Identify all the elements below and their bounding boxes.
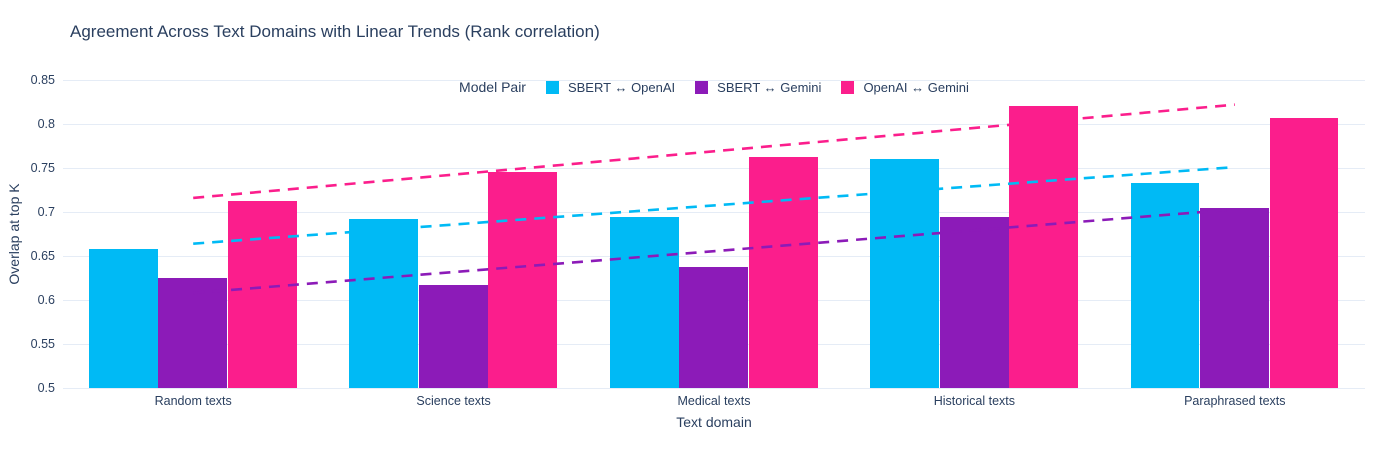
x-axis-title: Text domain bbox=[676, 414, 752, 430]
gridline bbox=[63, 167, 1365, 169]
gridline bbox=[63, 387, 1365, 389]
legend-item-openai-gemini[interactable]: OpenAI ↔ Gemini bbox=[841, 80, 969, 95]
y-tick-label: 0.55 bbox=[30, 337, 55, 351]
x-tick-label: Random texts bbox=[154, 394, 232, 408]
legend-item-sbert-gemini[interactable]: SBERT ↔ Gemini bbox=[695, 80, 821, 95]
bar-paraphrased-texts-series-0[interactable] bbox=[1130, 182, 1200, 388]
x-tick-label: Science texts bbox=[416, 394, 491, 408]
y-tick-label: 0.8 bbox=[37, 117, 55, 131]
bar-historical-texts-series-2[interactable] bbox=[1009, 106, 1078, 388]
bar-science-texts-series-0[interactable] bbox=[349, 219, 419, 388]
y-tick-label: 0.85 bbox=[30, 73, 55, 87]
legend: Model Pair SBERT ↔ OpenAI SBERT ↔ Gemini… bbox=[63, 76, 1365, 98]
legend-label-sbert-openai: SBERT ↔ OpenAI bbox=[567, 79, 676, 95]
chart-title: Agreement Across Text Domains with Linea… bbox=[70, 22, 600, 41]
x-tick-label: Paraphrased texts bbox=[1184, 394, 1286, 408]
bar-paraphrased-texts-series-2[interactable] bbox=[1269, 117, 1339, 388]
y-tick-label: 0.5 bbox=[37, 381, 55, 395]
legend-label-openai-gemini: OpenAI ↔ Gemini bbox=[863, 79, 969, 95]
bar-historical-texts-series-1[interactable] bbox=[939, 217, 1009, 388]
bar-random-texts-series-1[interactable] bbox=[158, 278, 228, 388]
y-tick-label: 0.7 bbox=[37, 205, 55, 219]
x-tick-label: Medical texts bbox=[677, 394, 751, 408]
y-tick-label: 0.6 bbox=[37, 293, 55, 307]
bar-paraphrased-texts-series-1[interactable] bbox=[1200, 207, 1269, 388]
trend-line-series-2 bbox=[193, 103, 1235, 200]
bar-medical-texts-series-2[interactable] bbox=[748, 156, 818, 388]
bar-random-texts-series-0[interactable] bbox=[89, 248, 158, 388]
legend-swatch-sbert-openai-icon bbox=[545, 80, 559, 94]
x-tick-label: Historical texts bbox=[933, 394, 1016, 408]
legend-swatch-openai-gemini-icon bbox=[841, 80, 855, 94]
bar-science-texts-series-2[interactable] bbox=[488, 172, 558, 388]
legend-swatch-sbert-gemini-icon bbox=[695, 80, 709, 94]
bar-medical-texts-series-1[interactable] bbox=[679, 266, 749, 388]
y-axis-title: Overlap at top K bbox=[6, 183, 22, 285]
legend-label-sbert-gemini: SBERT ↔ Gemini bbox=[717, 79, 822, 95]
y-tick-label: 0.65 bbox=[30, 249, 55, 263]
legend-item-sbert-openai[interactable]: SBERT ↔ OpenAI bbox=[545, 79, 676, 95]
bar-random-texts-series-2[interactable] bbox=[227, 201, 297, 388]
bar-medical-texts-series-0[interactable] bbox=[609, 217, 679, 388]
gridline bbox=[63, 79, 1365, 81]
gridline bbox=[63, 123, 1365, 125]
legend-title: Model Pair bbox=[459, 79, 526, 95]
bar-historical-texts-series-0[interactable] bbox=[870, 159, 940, 388]
y-tick-label: 0.75 bbox=[30, 161, 55, 175]
bar-science-texts-series-1[interactable] bbox=[418, 285, 488, 388]
